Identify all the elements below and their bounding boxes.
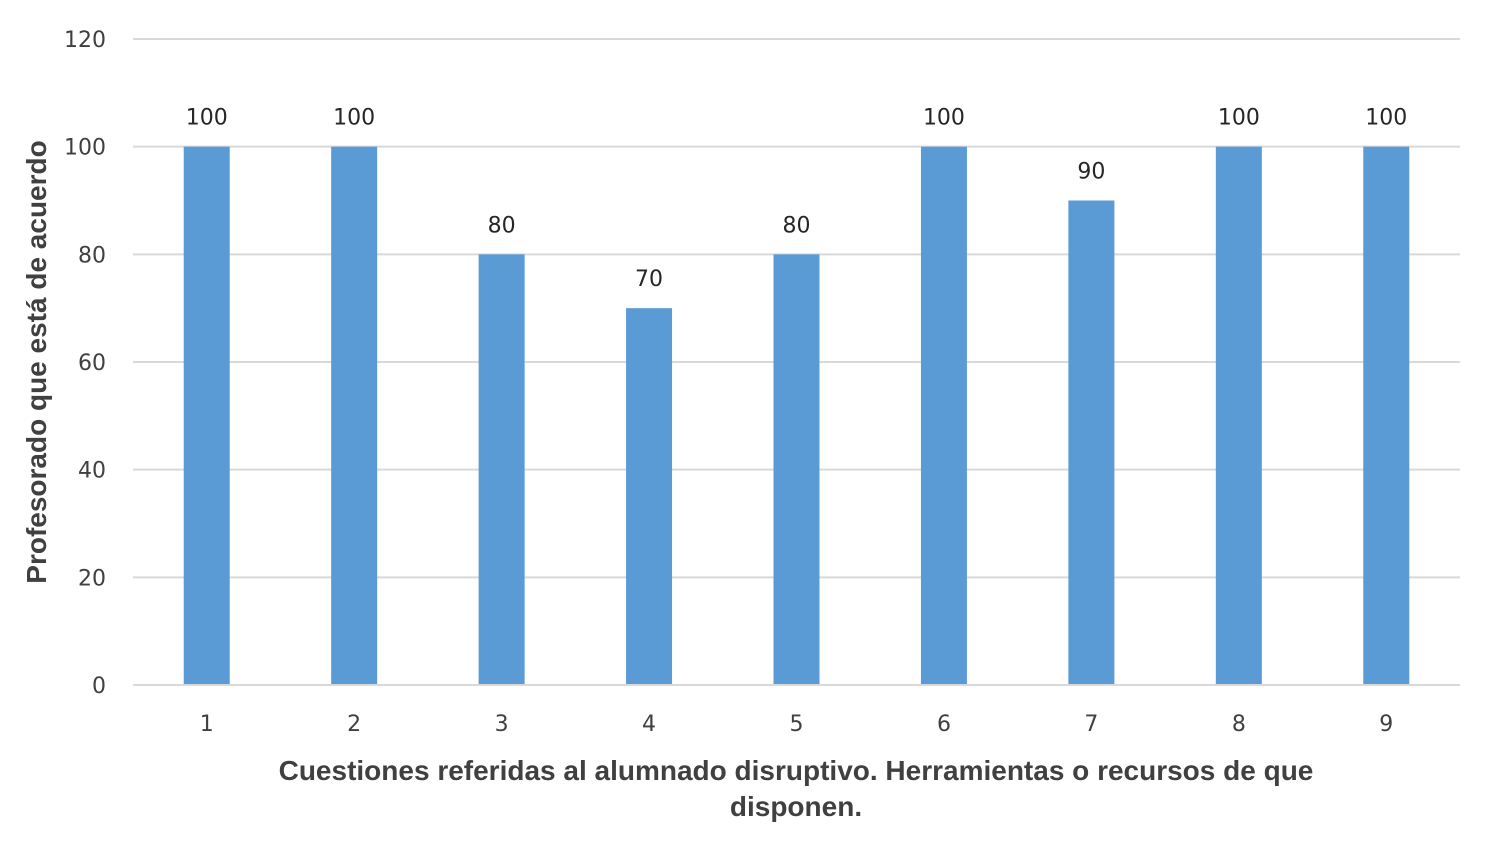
- y-tick-label: 120: [64, 28, 106, 53]
- bar: [626, 308, 673, 685]
- bar: [773, 254, 820, 686]
- bar: [920, 146, 967, 685]
- data-label: 80: [783, 213, 811, 238]
- x-tick-label: 2: [347, 712, 361, 737]
- x-axis-title-line-2: disponen.: [730, 791, 862, 822]
- x-tick-label: 6: [937, 712, 951, 737]
- x-tick-label: 5: [790, 712, 804, 737]
- bars: [183, 146, 1410, 686]
- data-label: 80: [488, 213, 516, 238]
- bar: [1068, 200, 1115, 685]
- data-label: 100: [333, 106, 375, 131]
- data-label: 100: [1218, 106, 1260, 131]
- data-label: 90: [1077, 160, 1105, 185]
- x-tick-label: 9: [1379, 712, 1393, 737]
- data-label: 100: [186, 106, 228, 131]
- y-tick-label: 20: [78, 566, 106, 591]
- y-tick-label: 0: [92, 674, 106, 699]
- y-tick-label: 60: [78, 351, 106, 376]
- bar: [183, 146, 230, 685]
- bar: [478, 254, 525, 686]
- bar: [1215, 146, 1262, 685]
- y-tick-label: 40: [78, 459, 106, 484]
- y-axis-ticks: 0 20 40 60 80 100 120: [64, 28, 106, 699]
- data-label: 100: [1365, 106, 1407, 131]
- data-labels: 100 100 80 70 80 100 90 100 100: [186, 106, 1408, 292]
- y-axis-title: Profesorado que está de acuerdo: [21, 140, 52, 583]
- bar: [1363, 146, 1410, 685]
- data-label: 100: [923, 106, 965, 131]
- x-axis-ticks: 1 2 3 4 5 6 7 8 9: [133, 684, 1460, 737]
- x-tick-label: 8: [1232, 712, 1246, 737]
- x-tick-label: 4: [642, 712, 656, 737]
- x-tick-label: 7: [1084, 712, 1098, 737]
- y-tick-label: 100: [64, 136, 106, 161]
- y-tick-label: 80: [78, 243, 106, 268]
- bar: [331, 146, 378, 685]
- x-axis-title-line-1: Cuestiones referidas al alumnado disrupt…: [279, 755, 1314, 786]
- x-tick-label: 3: [495, 712, 509, 737]
- data-label: 70: [635, 267, 663, 292]
- x-tick-label: 1: [200, 712, 214, 737]
